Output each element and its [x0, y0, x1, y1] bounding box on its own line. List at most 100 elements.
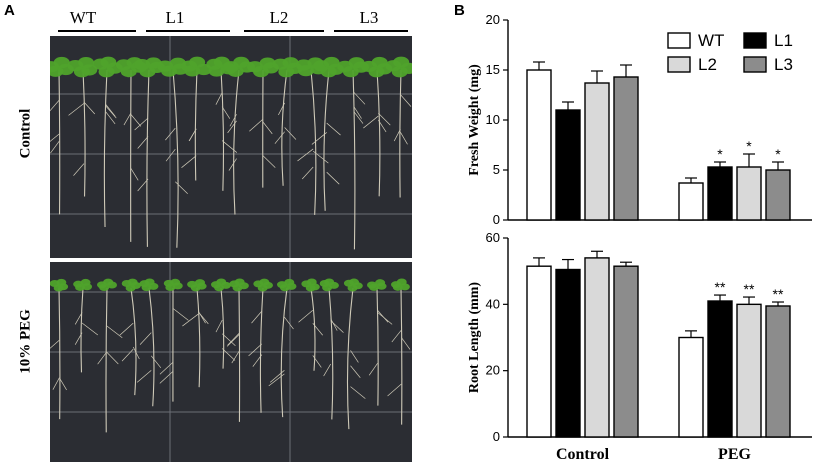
significance-mark: ** [715, 279, 726, 295]
seedling-lateral-root [137, 178, 149, 192]
seedling-lateral-root [130, 114, 142, 127]
bar [678, 182, 704, 221]
bar [613, 76, 639, 221]
seedling-leaf [396, 278, 407, 286]
seedling-leaf [306, 278, 317, 286]
bar [707, 166, 733, 221]
seedling-lateral-root [353, 106, 362, 119]
seedling-lateral-root [311, 132, 327, 145]
seedling-root [259, 287, 264, 413]
legend-label: WT [698, 31, 724, 50]
bar [613, 265, 639, 438]
significance-mark: * [717, 146, 723, 162]
seedling-lateral-root [105, 104, 116, 117]
photo-line-label-l2: L2 [269, 8, 289, 27]
seedling-lateral-root [74, 312, 83, 325]
y-tick-label: 10 [486, 112, 500, 127]
seedling-lateral-root [248, 343, 263, 357]
bar [584, 82, 610, 221]
seedling-leaf [77, 56, 94, 69]
seedling-root [146, 69, 150, 247]
seedling-lateral-root [105, 105, 117, 119]
seedling-root [103, 69, 108, 228]
seedling-lateral-root [227, 332, 240, 346]
seedling-lateral-root [134, 117, 149, 131]
y-tick-label: 20 [486, 363, 500, 378]
seedling-leaf [170, 278, 181, 286]
y-tick-label: 60 [486, 230, 500, 245]
seedling-leaf [144, 278, 155, 286]
seedling-leaf [323, 56, 340, 69]
seedling-root [196, 287, 201, 388]
legend-swatch [743, 32, 767, 49]
seedling-lateral-root [52, 377, 60, 390]
seedling-lateral-root [172, 308, 189, 321]
seedling-leaf [371, 56, 388, 69]
seedling-lateral-root [393, 128, 401, 142]
seedling-lateral-root [268, 373, 285, 387]
seedling-root [376, 69, 381, 197]
seedling-root [310, 287, 316, 371]
seedling-lateral-root [105, 111, 116, 125]
seedling-lateral-root [312, 355, 322, 368]
seedling-leaf [393, 56, 410, 68]
seedling-root [58, 69, 61, 215]
seedling-lateral-root [221, 140, 238, 153]
seedling-leaf [348, 57, 365, 69]
seedling-root [220, 69, 225, 191]
seedling-root [376, 287, 379, 406]
seedling-plate-peg-image [50, 262, 412, 462]
seedling-lateral-root [150, 355, 162, 369]
seedling-leaf [375, 279, 386, 287]
seedling-leaf [324, 278, 335, 286]
seedling-lateral-root [368, 363, 378, 376]
seedling-root [399, 69, 402, 198]
legend-label: L2 [698, 55, 717, 74]
seedling-lateral-root [400, 94, 412, 107]
bar [707, 300, 733, 438]
y-tick-label: 5 [493, 162, 500, 177]
seedling-leaf [234, 278, 245, 286]
bar [736, 166, 762, 221]
seedling-root [80, 287, 84, 373]
y-tick-label: 0 [493, 429, 500, 444]
seedling-root [400, 287, 403, 425]
photo-line-label-l1: L1 [165, 8, 185, 27]
seedling-lateral-root [228, 158, 237, 171]
seedling-lateral-root [330, 320, 344, 333]
seedling-lateral-root [50, 133, 60, 142]
seedling-leaf [282, 57, 299, 69]
bar [678, 336, 704, 438]
seedling-root [58, 287, 61, 420]
seedling-lateral-root [326, 122, 341, 136]
seedling-lateral-root [312, 150, 329, 164]
seedling-lateral-root [330, 318, 338, 331]
seedling-leaf [127, 278, 138, 286]
seedling-lateral-root [251, 310, 263, 324]
seedling-lateral-root [132, 346, 140, 360]
seedling-leaf [367, 281, 377, 289]
y-tick-label: 20 [486, 12, 500, 27]
seedling-lateral-root [353, 92, 366, 105]
bar [555, 109, 581, 221]
seedling-lateral-root [262, 155, 276, 168]
seedling-lateral-root [137, 136, 149, 149]
seedling-root [172, 69, 179, 248]
seedling-lateral-root [182, 313, 199, 327]
seedling-lateral-root [73, 163, 85, 176]
seedling-root [130, 287, 137, 396]
seedling-lateral-root [227, 120, 237, 134]
seedling-leaf [284, 278, 295, 286]
seedling-lateral-root [215, 92, 223, 105]
seedling-lateral-root [262, 121, 273, 135]
seedling-lateral-root [188, 128, 197, 142]
x-category-label: Control [556, 446, 610, 463]
seedling-lateral-root [274, 131, 285, 144]
seedling-leaf [189, 56, 206, 68]
seedling-leaf [103, 278, 114, 286]
panel-label-b: B [454, 2, 465, 19]
seedling-lateral-root [123, 112, 132, 126]
seedling-lateral-root [165, 127, 176, 141]
seedling-leaf [259, 278, 270, 286]
bar [555, 268, 581, 438]
